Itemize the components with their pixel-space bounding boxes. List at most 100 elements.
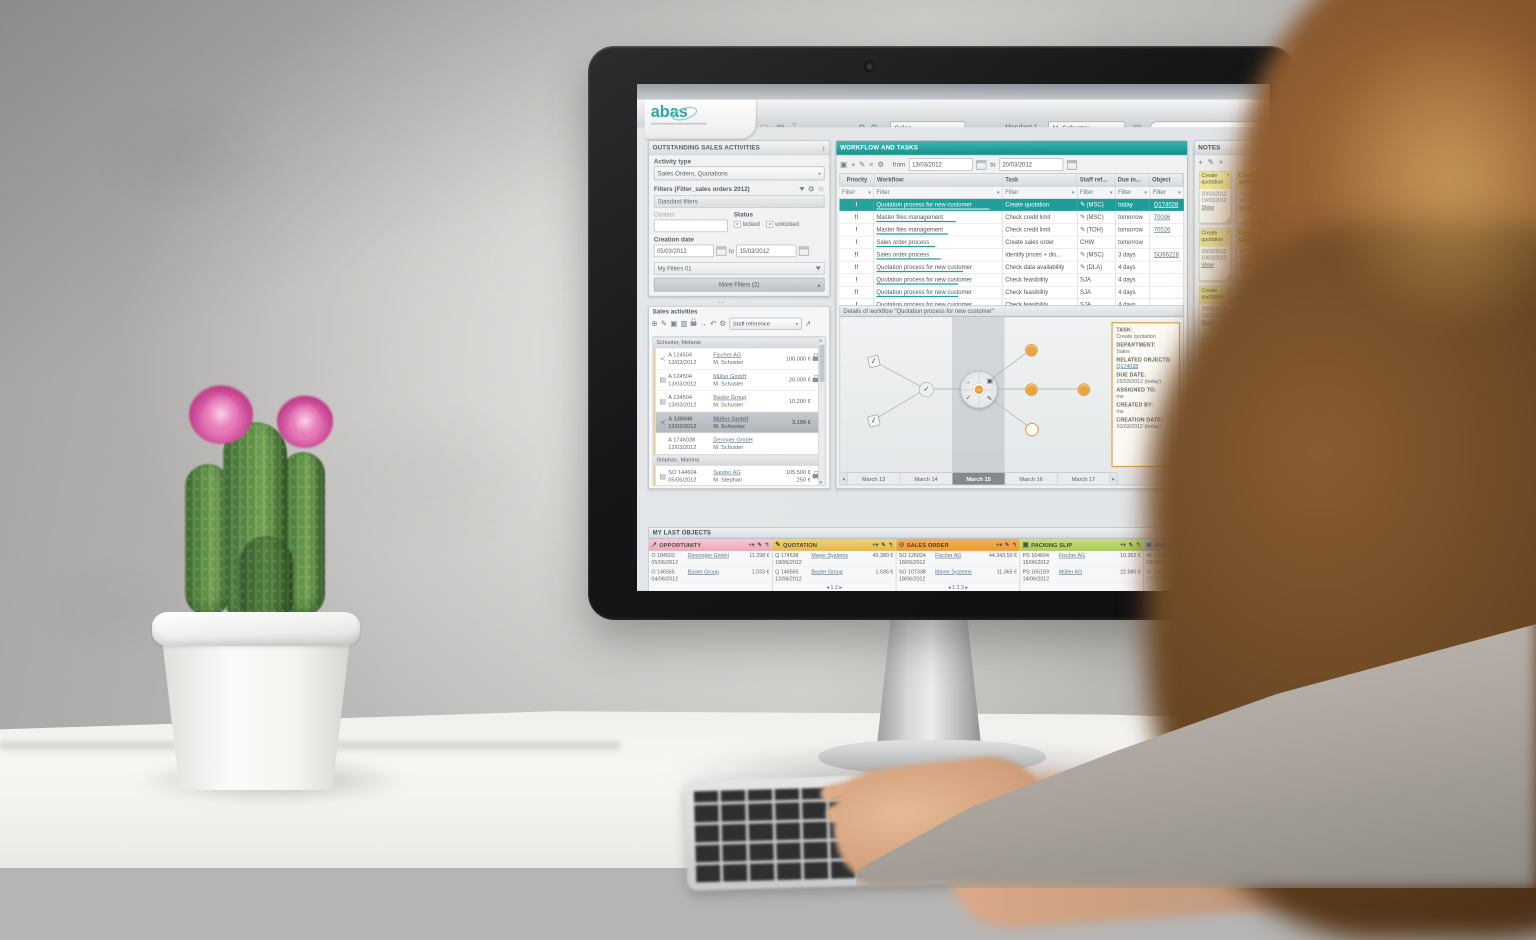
col-object[interactable]: Object (1150, 174, 1184, 186)
gear-icon[interactable]: ⚙ (807, 184, 815, 194)
col-task[interactable]: Task (1003, 174, 1078, 186)
future-task-node[interactable] (1025, 344, 1038, 357)
help-icon[interactable]: ? (792, 122, 796, 130)
object-row[interactable]: SO 126024 18/06/2012 Fischer AG 44.343,50… (896, 551, 1020, 568)
object-link[interactable]: 70526 (1153, 226, 1171, 234)
complete-icon[interactable]: ✓ (965, 394, 971, 402)
task-row[interactable]: !! Quotation process for new customer Ch… (839, 286, 1184, 299)
pagination[interactable]: ◂ 1 2 3 ▸ (947, 584, 968, 591)
task-row[interactable]: ! Master files management Check credit l… (839, 224, 1184, 237)
calendar-icon[interactable] (798, 246, 809, 256)
open-icon[interactable]: ↰ (1135, 541, 1141, 548)
task-row[interactable]: !! Master files management Check credit … (839, 211, 1184, 224)
object-row[interactable]: Q 174538 18/06/2012 Mayer Systems 45.380 … (772, 551, 896, 568)
sales-activity-row[interactable]: A 124504 13/03/2012 Müller GmbH M. Schus… (653, 369, 826, 391)
sales-activity-row[interactable]: A 136046 13/03/2012 Müller GmbH M. Schus… (653, 412, 826, 434)
calendar-icon[interactable] (976, 159, 987, 170)
edit-icon[interactable]: ✎ (986, 395, 992, 403)
preview-icon[interactable]: ▣ (986, 377, 993, 385)
splitter-handle[interactable]: ⋯ (718, 299, 726, 307)
filter-icon[interactable] (799, 187, 805, 191)
standard-filters-bar[interactable]: Standard filters (653, 195, 825, 208)
timeline-prev[interactable]: ◂ (840, 472, 848, 485)
customer-link[interactable]: Fischer AG (713, 351, 742, 358)
object-row[interactable]: SO 107338 18/06/2012 Mayer Systems 11.365… (896, 567, 1020, 584)
window-icon[interactable]: ▣ (840, 160, 848, 169)
gear-icon[interactable]: ⚙ (719, 319, 727, 328)
timeline-day[interactable]: March 15 (952, 472, 1006, 485)
add-icon[interactable]: +▾ (748, 541, 755, 548)
forward-icon[interactable]: → (699, 319, 707, 328)
locked-checkbox[interactable]: × (733, 220, 741, 228)
customer-link[interactable]: Fischer AG (1058, 552, 1086, 559)
timeline-day[interactable]: March 16 (1005, 472, 1058, 485)
col-workflow[interactable]: Workflow (874, 174, 1003, 186)
object-row[interactable]: O 146565 04/06/2012 Basler Group 1.033 € (648, 567, 772, 584)
task-row[interactable]: ! Sales order process Create sales order… (839, 236, 1184, 249)
filter-cell[interactable]: Filter ▾ (1150, 186, 1184, 199)
object-link[interactable]: 70006 (1153, 214, 1171, 221)
edit-icon[interactable]: ✎ (1207, 157, 1214, 167)
customer-link[interactable]: Basler Group (713, 393, 747, 401)
delete-icon[interactable]: × (869, 160, 874, 169)
filter-cell[interactable]: Filter ▾ (840, 186, 874, 199)
customer-link[interactable]: Müller GmbH (713, 372, 747, 379)
sales-activity-row[interactable]: A 1746038 12/03/2012 Deringer GmbH M. Sc… (653, 433, 826, 455)
sort-icon[interactable]: ↕ (821, 143, 826, 153)
timeline-day[interactable]: March 13 (848, 472, 901, 485)
sales-activity-row[interactable]: A 134504 13/03/2012 Basler Group M. Schu… (653, 390, 826, 413)
activity-type-select[interactable]: Sales Orders, Quotations ▾ (653, 166, 825, 181)
group-header[interactable]: Stephan, Martina (653, 454, 826, 466)
open-icon[interactable]: ↰ (888, 541, 894, 548)
object-row[interactable]: O 184503 05/06/2012 Denninger GmbH 11.298… (648, 551, 772, 568)
customer-link[interactable]: Denninger GmbH (687, 552, 729, 559)
timeline-day[interactable]: March 14 (900, 472, 953, 485)
back-icon[interactable]: ↶ (710, 319, 717, 328)
forward-icon[interactable]: → (964, 378, 971, 386)
sales-activity-row[interactable]: SO 144604 05/06/2012 Sander AG M. Stepha… (653, 465, 826, 486)
add-icon[interactable]: + (1198, 157, 1203, 167)
col-priority[interactable]: Priority (840, 174, 875, 186)
filter-cell[interactable]: Filter ▾ (1003, 186, 1078, 199)
calendar-icon[interactable] (716, 246, 727, 256)
customer-link[interactable]: Mayer Systems (811, 552, 848, 559)
calendar-icon[interactable] (1066, 159, 1077, 170)
filter-cell[interactable]: Filter ▾ (1116, 186, 1151, 199)
optional-task-node[interactable] (1025, 422, 1039, 437)
future-task-node[interactable] (1025, 383, 1038, 396)
workflow-date-from[interactable]: 13/03/2012 (909, 158, 973, 171)
add-icon[interactable]: +▾ (995, 541, 1003, 548)
filter-cell[interactable]: Filter ▾ (1078, 186, 1116, 199)
edit-icon[interactable]: ✎ (1128, 541, 1134, 548)
customer-link[interactable]: Sander AG (713, 468, 741, 476)
date-to-input[interactable]: 15/03/2012 (736, 244, 797, 258)
expand-icon[interactable]: ↗ (804, 319, 812, 328)
task-row[interactable]: ! Quotation process for new customer Che… (839, 274, 1184, 287)
customer-link[interactable]: Basler Group (811, 568, 843, 575)
view-icon[interactable]: ▥ (680, 319, 688, 328)
edit-icon[interactable]: ✎ (881, 541, 886, 548)
open-icon[interactable]: ↰ (764, 541, 770, 548)
add-icon[interactable]: + (850, 160, 856, 169)
pagination[interactable]: ◂ 1 2 ▸ (826, 584, 843, 591)
scrollbar-thumb[interactable] (819, 344, 825, 383)
more-filters-button[interactable]: More Filters (2) ▴ (653, 277, 825, 292)
edit-icon[interactable]: ✎ (757, 541, 763, 548)
edit-icon[interactable]: ✎ (1004, 541, 1010, 548)
col-due-in[interactable]: Due in... (1115, 174, 1150, 186)
unlocked-checkbox[interactable]: × (766, 220, 774, 228)
customer-link[interactable]: Deringer GmbH (713, 436, 753, 443)
add-icon[interactable]: +▾ (872, 541, 879, 548)
task-row[interactable]: ! Quotation process for new customer Cre… (839, 199, 1184, 212)
object-row[interactable]: PS 164604 15/06/2012 Fischer AG 10.352 € (1020, 551, 1144, 568)
filter-cell[interactable]: Filter ▾ (874, 186, 1003, 199)
group-header[interactable]: Schuster, Melanie (653, 337, 826, 349)
customer-link[interactable]: Basler Group (687, 568, 719, 575)
task-row[interactable]: !! Quotation process for new customer Ch… (839, 261, 1184, 274)
object-row[interactable]: Q 146565 12/06/2012 Basler Group 1.035 € (772, 567, 896, 584)
edit-icon[interactable]: ✎ (859, 160, 866, 169)
object-link[interactable]: SO66228 (1153, 251, 1179, 259)
completed-step-node[interactable]: ✓ (918, 382, 934, 398)
edit-icon[interactable]: ✎ (660, 319, 668, 328)
my-filters-bar[interactable]: My Filters 01 (653, 262, 825, 275)
